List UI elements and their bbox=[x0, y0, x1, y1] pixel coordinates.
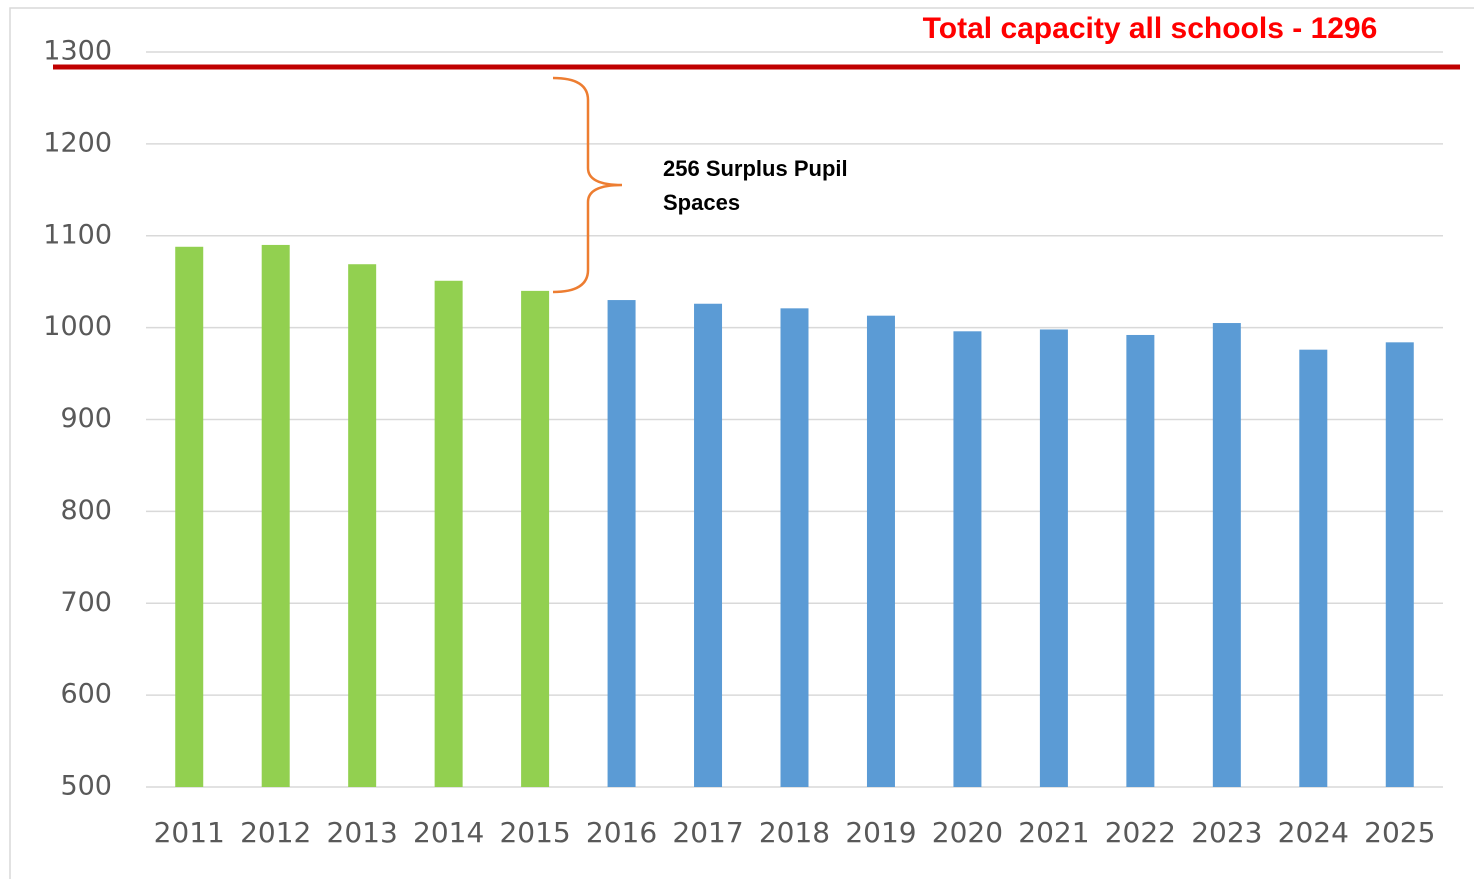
x-tick-label: 2020 bbox=[932, 816, 1003, 849]
y-tick-label: 600 bbox=[60, 679, 112, 710]
y-tick-label: 1000 bbox=[43, 311, 112, 342]
bar bbox=[1126, 334, 1155, 787]
y-tick-label: 1200 bbox=[43, 127, 112, 158]
y-tick-label: 900 bbox=[60, 403, 112, 434]
bar bbox=[694, 303, 723, 787]
bar bbox=[1385, 342, 1414, 787]
y-tick-label: 700 bbox=[60, 587, 112, 618]
bar bbox=[434, 280, 463, 787]
x-tick-label: 2014 bbox=[413, 816, 484, 849]
annotation: 256 Surplus Pupil Spaces bbox=[663, 156, 848, 215]
x-tick-label: 2024 bbox=[1278, 816, 1349, 849]
x-tick-label: 2025 bbox=[1364, 816, 1435, 849]
bar bbox=[1039, 329, 1068, 787]
bar bbox=[175, 246, 204, 787]
x-tick-label: 2013 bbox=[327, 816, 398, 849]
bar bbox=[866, 315, 895, 787]
bar bbox=[521, 290, 550, 787]
x-tick-label: 2022 bbox=[1105, 816, 1176, 849]
bar bbox=[780, 308, 809, 787]
capacity-label: Total capacity all schools - 1296 bbox=[923, 12, 1378, 45]
x-tick-label: 2015 bbox=[499, 816, 570, 849]
chart-frame bbox=[9, 7, 1474, 879]
y-tick-label: 800 bbox=[60, 495, 112, 526]
bar bbox=[261, 244, 290, 787]
bar bbox=[607, 300, 636, 787]
x-tick-label: 2021 bbox=[1018, 816, 1089, 849]
x-tick-label: 2018 bbox=[759, 816, 830, 849]
x-tick-label: 2023 bbox=[1191, 816, 1262, 849]
bar bbox=[348, 264, 377, 787]
y-tick-label: 1100 bbox=[43, 219, 112, 250]
bar bbox=[1212, 323, 1241, 787]
bar bbox=[953, 331, 982, 787]
x-tick-label: 2012 bbox=[240, 816, 311, 849]
x-tick-label: 2016 bbox=[586, 816, 657, 849]
x-tick-label: 2011 bbox=[154, 816, 225, 849]
y-tick-label: 1300 bbox=[43, 36, 112, 67]
bar bbox=[1299, 349, 1328, 787]
x-tick-label: 2017 bbox=[672, 816, 743, 849]
x-tick-label: 2019 bbox=[845, 816, 916, 849]
brace bbox=[552, 76, 623, 294]
y-tick-label: 500 bbox=[60, 771, 112, 802]
